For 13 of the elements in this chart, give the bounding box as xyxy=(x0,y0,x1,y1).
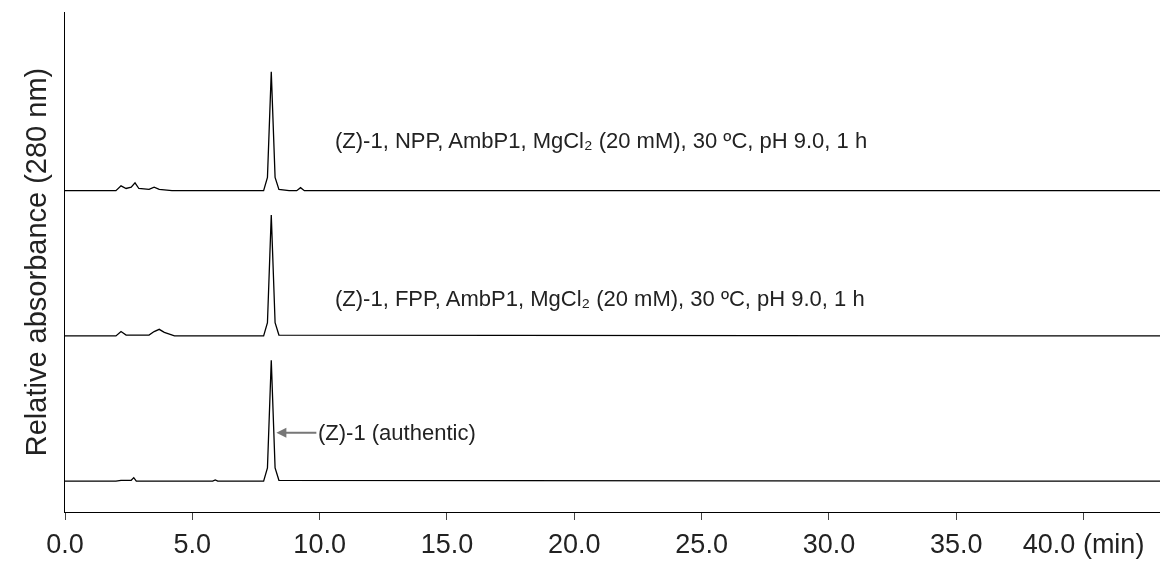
x-tick-label: 40.0 (min) xyxy=(1022,528,1145,559)
x-tick-label: 5.0 xyxy=(173,528,212,559)
x-tick-label: 10.0 xyxy=(293,528,346,559)
annotation: (Z)-1 (authentic) xyxy=(318,420,476,445)
x-tick-label: 30.0 xyxy=(802,528,856,559)
y-axis-title: Relative absorbance (280 nm) xyxy=(20,67,53,457)
x-tick-label: 0.0 xyxy=(46,528,84,559)
x-tick-label: 20.0 xyxy=(548,528,601,559)
x-tick-label: 25.0 xyxy=(675,528,728,559)
annotation: (Z)-1, NPP, AmbP1, MgCl₂ (20 mM), 30 ºC, pH 9.0, 1 h xyxy=(335,128,868,153)
x-tick-label: 35.0 xyxy=(930,528,983,559)
annotation: (Z)-1, FPP, AmbP1, MgCl₂ (20 mM), 30 ºC, pH 9.0, 1 h xyxy=(335,286,865,311)
x-tick-label: 15.0 xyxy=(420,528,474,559)
